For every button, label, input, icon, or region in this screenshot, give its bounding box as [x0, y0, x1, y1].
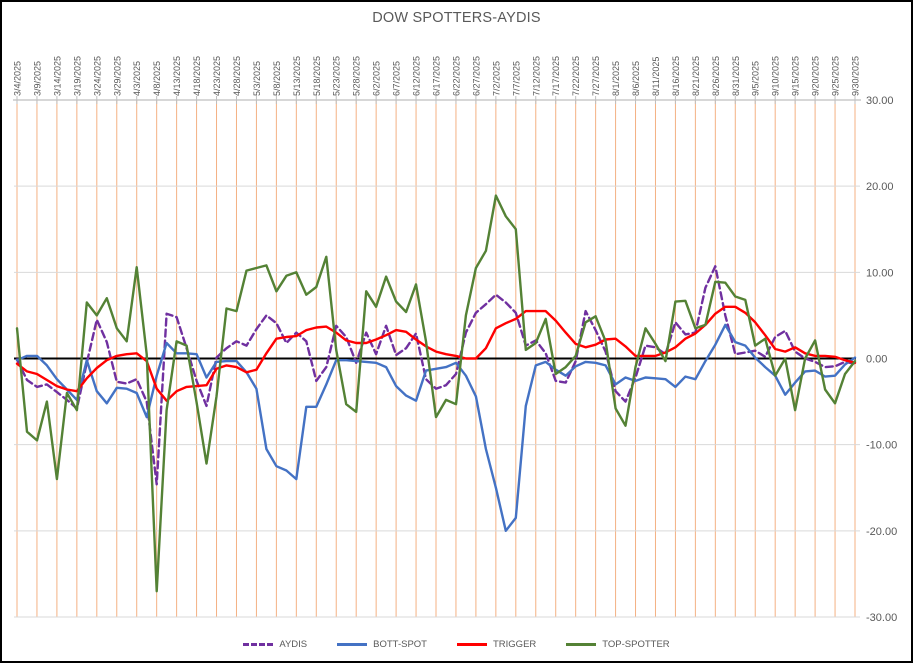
- x-axis-label[interactable]: 4/23/2025: [212, 56, 222, 96]
- x-axis-label[interactable]: 6/7/2025: [392, 61, 402, 96]
- x-axis-label[interactable]: 9/15/2025: [791, 56, 801, 96]
- x-axis-label[interactable]: 7/2/2025: [491, 61, 501, 96]
- legend-item-aydis[interactable]: AYDIS: [243, 639, 307, 650]
- series-line-aydis[interactable]: [15, 265, 857, 486]
- x-axis-label[interactable]: 5/8/2025: [272, 61, 282, 96]
- y-axis-label[interactable]: 0.00: [866, 354, 887, 366]
- x-axis-label[interactable]: 6/17/2025: [432, 56, 442, 96]
- y-axis-label[interactable]: -30.00: [866, 612, 897, 624]
- x-axis-label[interactable]: 5/28/2025: [352, 56, 362, 96]
- legend-line-sample: [243, 642, 274, 646]
- legend-item-top-spotter[interactable]: TOP-SPOTTER: [566, 638, 670, 650]
- x-axis-label[interactable]: 9/10/2025: [771, 56, 781, 96]
- x-axis-label[interactable]: 8/11/2025: [651, 57, 661, 96]
- x-axis-label[interactable]: 8/16/2025: [671, 56, 681, 96]
- x-axis-label[interactable]: 4/13/2025: [172, 56, 182, 96]
- x-axis-label[interactable]: 9/5/2025: [751, 61, 761, 96]
- x-axis-label[interactable]: 8/21/2025: [691, 56, 701, 96]
- legend-line-sample: [337, 642, 368, 646]
- x-axis-label[interactable]: 8/31/2025: [731, 56, 741, 96]
- y-axis-label[interactable]: 10.00: [866, 267, 894, 279]
- x-axis-label[interactable]: 3/9/2025: [32, 61, 42, 96]
- x-axis-label[interactable]: 3/4/2025: [13, 61, 23, 96]
- x-axis-label[interactable]: 4/3/2025: [132, 61, 142, 96]
- legend: AYDIS BOTT-SPOT TRIGGER TOP-SPOTTER: [2, 633, 911, 655]
- series-line-bott-spot[interactable]: [15, 323, 857, 532]
- x-axis-label[interactable]: 7/12/2025: [531, 56, 541, 96]
- y-axis-label[interactable]: -10.00: [866, 440, 897, 452]
- x-axis-label[interactable]: 7/7/2025: [511, 61, 521, 96]
- x-axis-label[interactable]: 9/25/2025: [831, 56, 841, 96]
- legend-line-sample: [456, 642, 487, 646]
- x-axis-label[interactable]: 7/22/2025: [571, 56, 581, 96]
- x-axis-label[interactable]: 9/30/2025: [851, 56, 861, 96]
- x-axis-label[interactable]: 3/29/2025: [112, 56, 122, 96]
- x-axis-label[interactable]: 8/6/2025: [631, 61, 641, 96]
- x-axis-label[interactable]: 9/20/2025: [811, 56, 821, 96]
- x-axis-label[interactable]: 3/14/2025: [52, 56, 62, 96]
- y-axis-label[interactable]: -20.00: [866, 526, 897, 538]
- legend-label: TOP-SPOTTER: [602, 638, 670, 650]
- x-axis-label[interactable]: 4/28/2025: [232, 56, 242, 96]
- x-axis-label[interactable]: 4/18/2025: [192, 56, 202, 96]
- x-axis-label[interactable]: 5/13/2025: [292, 56, 302, 96]
- legend-label: AYDIS: [279, 638, 308, 650]
- x-axis-label[interactable]: 6/22/2025: [451, 56, 461, 96]
- x-axis-label[interactable]: 4/8/2025: [152, 61, 162, 96]
- x-axis-label[interactable]: 7/27/2025: [591, 56, 601, 96]
- x-axis-label[interactable]: 6/2/2025: [372, 61, 382, 96]
- x-axis-label[interactable]: 7/17/2025: [551, 56, 561, 96]
- legend-line-sample: [566, 642, 597, 646]
- x-axis-label[interactable]: 8/1/2025: [611, 61, 621, 96]
- legend-item-trigger[interactable]: TRIGGER: [456, 638, 537, 650]
- y-axis-label[interactable]: 20.00: [866, 181, 894, 193]
- series-line-top-spotter[interactable]: [15, 194, 857, 593]
- chart-title[interactable]: DOW SPOTTERS-AYDIS: [372, 10, 541, 26]
- x-axis-label[interactable]: 5/3/2025: [252, 61, 262, 96]
- x-axis-label[interactable]: 3/24/2025: [92, 56, 102, 96]
- x-axis-label[interactable]: 6/12/2025: [412, 56, 422, 96]
- x-axis-label[interactable]: 3/19/2025: [72, 56, 82, 96]
- legend-label: TRIGGER: [492, 638, 537, 650]
- x-axis-label[interactable]: 6/27/2025: [471, 56, 481, 96]
- series-line-trigger[interactable]: [15, 305, 857, 402]
- legend-item-bott-spot[interactable]: BOTT-SPOT: [337, 639, 427, 650]
- y-axis-label[interactable]: 30.00: [866, 95, 894, 107]
- x-axis-label[interactable]: 5/18/2025: [312, 56, 322, 96]
- legend-label: BOTT-SPOT: [373, 638, 427, 650]
- x-axis-label[interactable]: 5/23/2025: [332, 56, 342, 96]
- x-axis-label[interactable]: 8/26/2025: [711, 56, 721, 96]
